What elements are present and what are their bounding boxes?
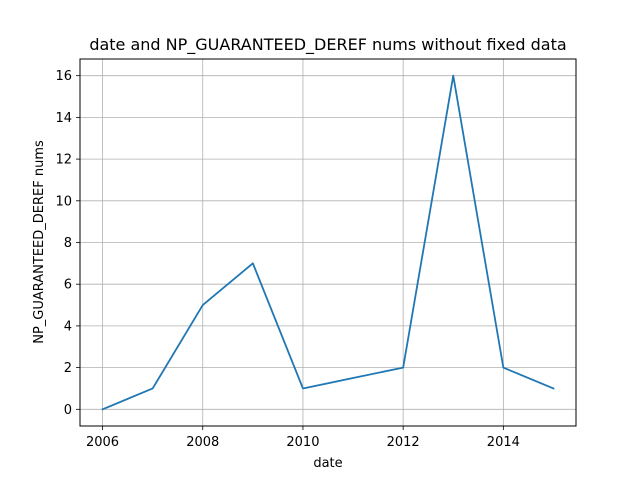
x-tick-label: 2010 xyxy=(286,435,319,450)
y-tick-label: 0 xyxy=(64,403,72,418)
y-axis-ticks: 0 2 4 6 8 10 12 14 16 xyxy=(55,69,80,418)
y-tick-label: 10 xyxy=(55,194,72,209)
x-tick-label: 2008 xyxy=(186,435,219,450)
x-tick-label: 2014 xyxy=(487,435,520,450)
y-tick-label: 16 xyxy=(55,69,72,84)
x-tick-label: 2012 xyxy=(387,435,420,450)
y-tick-label: 4 xyxy=(64,319,72,334)
series-layer xyxy=(101,74,555,411)
y-tick-label: 6 xyxy=(64,278,72,293)
grid xyxy=(80,59,576,426)
series-line xyxy=(101,74,555,411)
y-tick-label: 8 xyxy=(64,236,72,251)
x-axis-title: date xyxy=(313,456,342,471)
y-tick-label: 14 xyxy=(55,111,72,126)
y-tick-label: 2 xyxy=(64,361,72,376)
x-tick-label: 2006 xyxy=(86,435,119,450)
x-axis-ticks: 2006 2008 2010 2012 2014 xyxy=(86,426,520,450)
chart-title: date and NP_GUARANTEED_DEREF nums withou… xyxy=(89,35,566,55)
y-axis-title: NP_GUARANTEED_DEREF nums xyxy=(32,140,47,344)
y-tick-label: 12 xyxy=(55,153,72,168)
